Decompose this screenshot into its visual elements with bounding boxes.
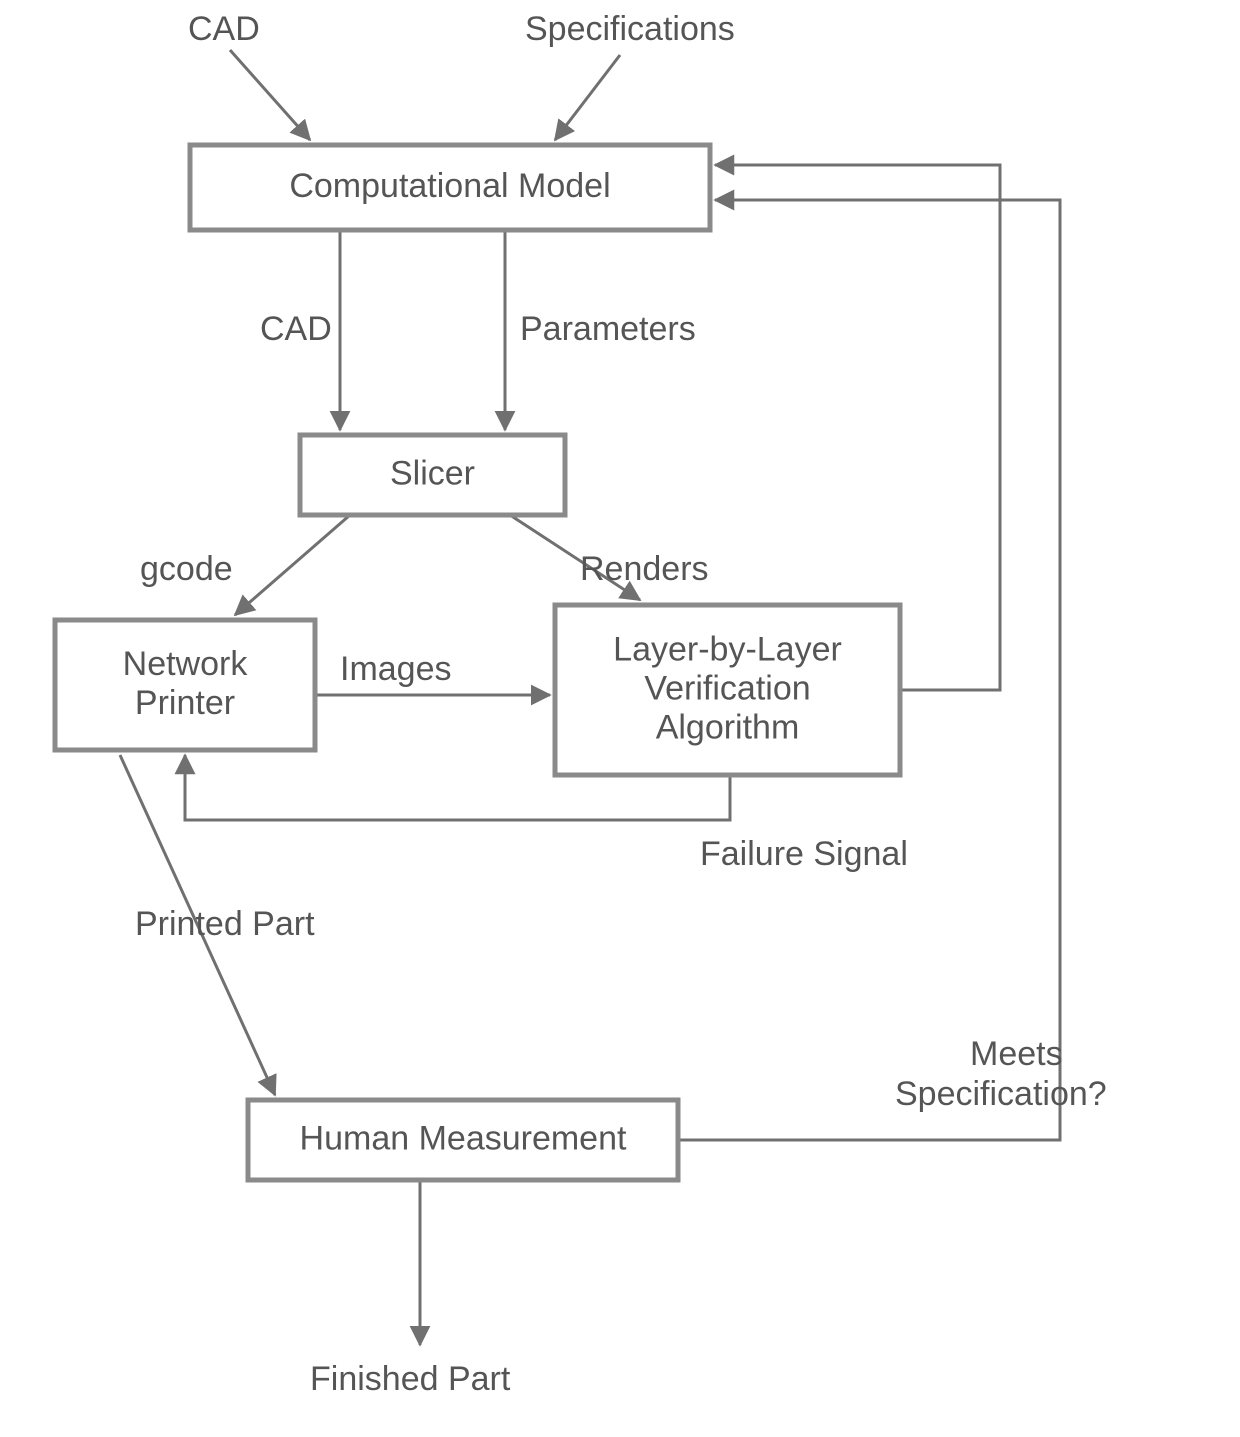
node-label-human: Human Measurement [300, 1119, 627, 1157]
node-label-comp_model: Computational Model [289, 167, 610, 205]
label-spec_top: Specifications [525, 10, 735, 48]
node-label-verify: Algorithm [656, 708, 800, 746]
label-finished: Finished Part [310, 1360, 511, 1398]
label-renders: Renders [580, 550, 709, 588]
label-gcode: gcode [140, 550, 233, 588]
label-cad_mid: CAD [260, 310, 332, 348]
node-verify: Layer-by-LayerVerificationAlgorithm [555, 605, 900, 775]
node-label-printer: Printer [135, 684, 235, 722]
label-failure: Failure Signal [700, 835, 908, 873]
node-label-slicer: Slicer [390, 454, 475, 492]
label-meets2: Specification? [895, 1075, 1107, 1113]
node-slicer: Slicer [300, 435, 565, 515]
label-params: Parameters [520, 310, 696, 348]
node-human: Human Measurement [248, 1100, 678, 1180]
node-printer: NetworkPrinter [55, 620, 315, 750]
node-label-verify: Verification [644, 669, 810, 707]
label-cad_top: CAD [188, 10, 260, 48]
edge-cad-to-comp [230, 50, 310, 140]
label-meets1: Meets [970, 1035, 1063, 1073]
label-printed: Printed Part [135, 905, 315, 943]
label-images: Images [340, 650, 452, 688]
node-label-verify: Layer-by-Layer [613, 630, 842, 668]
node-comp_model: Computational Model [190, 145, 710, 230]
edge-spec-to-comp [555, 55, 620, 140]
node-label-printer: Network [123, 645, 249, 683]
edge-slicer-to-printer [235, 515, 350, 615]
